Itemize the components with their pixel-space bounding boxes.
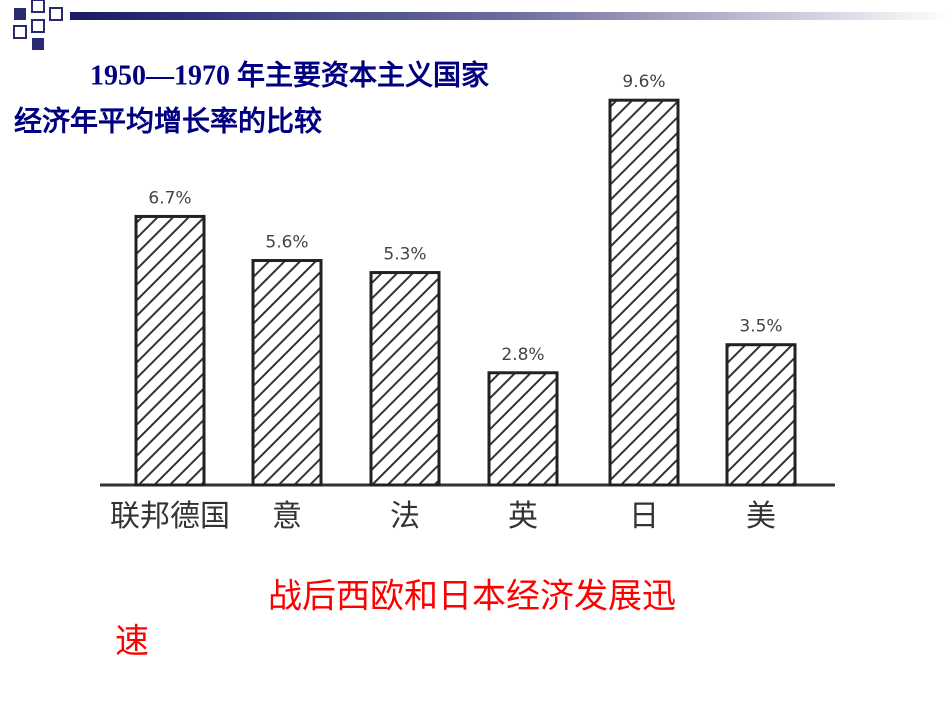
- annotation: 速: [115, 622, 149, 662]
- chart-title: 1950—1970 年主要资本主义国家: [90, 58, 489, 91]
- value-label: 2.8%: [501, 345, 544, 365]
- corner-squares: [13, 0, 63, 50]
- bar: [369, 271, 441, 487]
- x-tick-label: 日: [629, 499, 659, 534]
- bar: [134, 214, 206, 487]
- value-label: 5.6%: [265, 233, 308, 253]
- bar: [725, 343, 797, 487]
- value-label: 5.3%: [383, 245, 426, 265]
- value-label: 6.7%: [148, 188, 191, 208]
- bar: [251, 259, 323, 487]
- annotation: 战后西欧和日本经济发展迅: [268, 577, 676, 617]
- x-tick-label: 意: [272, 499, 302, 534]
- bar: [608, 98, 680, 487]
- x-tick-label: 联邦德国: [110, 499, 230, 534]
- bar: [487, 371, 559, 487]
- value-label: 9.6%: [622, 72, 665, 92]
- header-bar: [70, 12, 950, 20]
- x-tick-label: 法: [390, 499, 420, 534]
- x-tick-label: 美: [746, 499, 776, 534]
- chart-title: 经济年平均增长率的比较: [14, 104, 322, 137]
- value-label: 3.5%: [739, 317, 782, 337]
- x-tick-label: 英: [508, 499, 538, 534]
